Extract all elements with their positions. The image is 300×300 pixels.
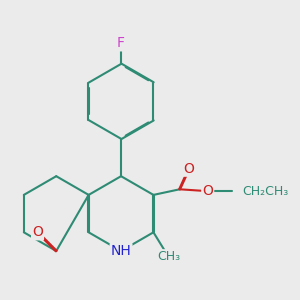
Text: F: F (117, 36, 125, 50)
Text: O: O (184, 162, 194, 176)
Text: NH: NH (111, 244, 131, 258)
Text: CH₃: CH₃ (157, 250, 180, 263)
Text: O: O (32, 225, 43, 239)
Text: CH₂CH₃: CH₂CH₃ (242, 185, 289, 198)
Text: O: O (202, 184, 213, 198)
